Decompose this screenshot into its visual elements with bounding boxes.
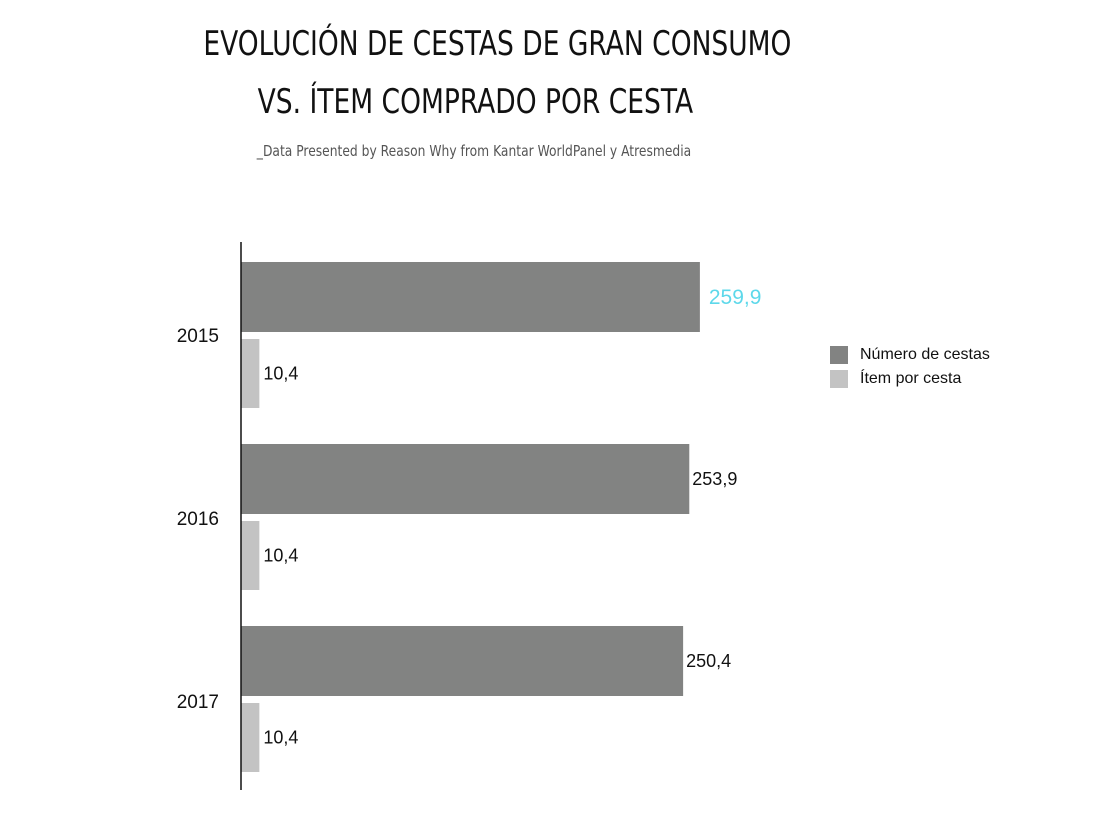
legend-swatch-cestas [830,346,848,364]
bar-cestas-2015 [241,262,700,332]
data-label-cestas-2016: 253,9 [692,469,737,489]
bar-item-2015 [241,339,260,408]
legend-label-cestas: Número de cestas [860,346,990,363]
bar-cestas-2017 [241,626,684,696]
y-tick-label-2017: 2017 [177,692,219,713]
chart-title-line-2: VS. ÍTEM COMPRADO POR CESTA [257,82,694,122]
y-tick-label-2015: 2015 [177,326,219,347]
legend-swatch-item [830,370,848,388]
chart-legend: Número de cestas Ítem por cesta [830,343,990,391]
data-label-item-2015: 10,4 [263,364,298,384]
legend-item-item: Ítem por cesta [830,367,990,391]
data-label-item-2016: 10,4 [263,546,298,566]
data-label-item-2017: 10,4 [263,728,298,748]
chart-subtitle: _Data Presented by Reason Why from Kanta… [256,142,692,160]
y-tick-label-2016: 2016 [177,509,219,530]
chart-title-line-1: EVOLUCIÓN DE CESTAS DE GRAN CONSUMO [203,24,792,64]
data-label-cestas-2015: 259,9 [709,286,762,309]
legend-item-cestas: Número de cestas [830,343,990,367]
legend-label-item: Ítem por cesta [860,370,962,387]
data-label-cestas-2017: 250,4 [686,651,731,671]
bar-item-2017 [241,703,260,772]
bar-item-2016 [241,521,260,590]
bar-cestas-2016 [241,444,690,514]
